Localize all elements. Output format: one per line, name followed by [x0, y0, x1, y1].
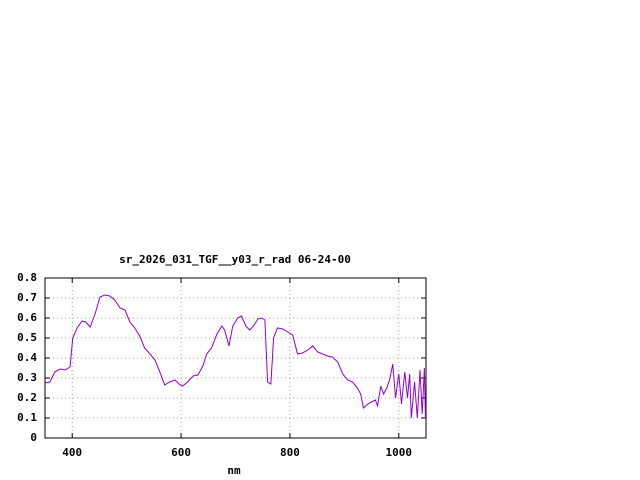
- y-tick-label: 0.2: [17, 391, 37, 404]
- y-tick-label: 0.7: [17, 291, 37, 304]
- y-tick-label: 0.3: [17, 371, 37, 384]
- y-tick-label: 0.5: [17, 331, 37, 344]
- y-tick-label: 0.8: [17, 271, 37, 284]
- plot-frame: [44, 277, 427, 439]
- x-tick-label: 800: [280, 446, 300, 459]
- x-tick-label: 400: [62, 446, 82, 459]
- x-axis-label: nm: [227, 464, 241, 477]
- data-line: [44, 294, 426, 419]
- chart-title: sr_2026_031_TGF__y03_r_rad 06-24-00: [119, 253, 351, 266]
- y-tick-label: 0.4: [17, 351, 37, 364]
- y-tick-label: 0.6: [17, 311, 37, 324]
- y-tick-label: 0.1: [17, 411, 37, 424]
- x-tick-label: 1000: [386, 446, 413, 459]
- y-tick-label: 0: [30, 431, 37, 444]
- x-tick-label: 600: [171, 446, 191, 459]
